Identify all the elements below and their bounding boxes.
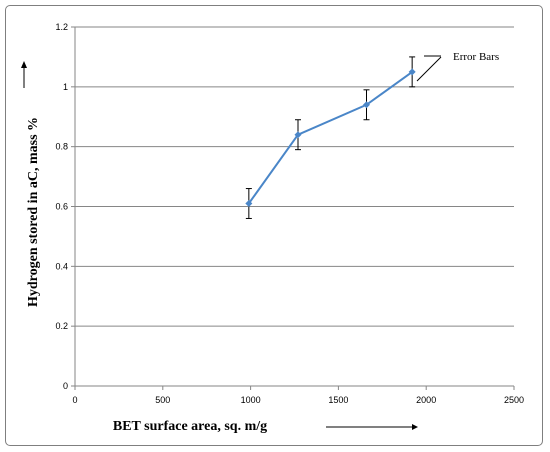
x-tick-label: 0 [72, 395, 77, 405]
x-tick-label: 1500 [328, 395, 348, 405]
grid-lines [75, 26, 514, 327]
series-line [247, 71, 413, 205]
error-bars-label: Error Bars [453, 51, 499, 63]
data-point [362, 101, 370, 109]
x-tick-label: 2500 [504, 395, 524, 405]
data-point [245, 200, 253, 208]
y-tick-labels: 0 0.2 0.4 0.6 0.8 1 1.2 [55, 22, 68, 391]
x-tick-label: 1000 [241, 395, 261, 405]
y-tick-label: 0.4 [55, 261, 68, 271]
error-bars-annotation: Error Bars [416, 51, 499, 82]
error-bars [245, 56, 416, 219]
chart-frame [5, 5, 543, 446]
data-points [245, 68, 416, 208]
x-axis-title: BET surface area, sq. m/g [113, 419, 267, 434]
data-point [408, 68, 416, 76]
y-tick-label: 1.2 [55, 22, 68, 32]
data-point [294, 131, 302, 139]
x-tick-labels: 0 500 1000 1500 2000 2500 [72, 395, 524, 405]
y-tick-label: 0.2 [55, 321, 68, 331]
y-tick-label: 0 [63, 381, 68, 391]
y-tick-label: 0.8 [55, 142, 68, 152]
x-axis-arrow [326, 424, 418, 430]
y-axis-arrow [21, 61, 27, 88]
axes [71, 26, 515, 390]
x-tick-label: 500 [155, 395, 170, 405]
x-tick-label: 2000 [416, 395, 436, 405]
y-tick-label: 1 [63, 82, 68, 92]
y-axis-title: Hydrogen stored in aC, mass % [26, 117, 41, 307]
y-tick-label: 0.6 [55, 202, 68, 212]
series-line-path [247, 71, 413, 205]
